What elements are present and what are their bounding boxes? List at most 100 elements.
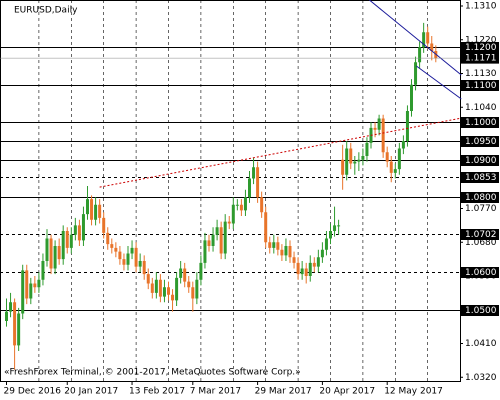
candle-body <box>223 221 227 254</box>
candle-body <box>292 257 296 263</box>
candle-body <box>94 204 98 220</box>
x-tick-label: 29 Dec 2016 <box>4 387 62 397</box>
candle-body <box>211 234 215 246</box>
candle-body <box>296 262 300 275</box>
candle-body <box>86 199 89 215</box>
candle-body <box>385 152 389 162</box>
level-label: 1.1200 <box>465 43 497 53</box>
candle-body <box>69 234 73 248</box>
y-tick-label: 1.0770 <box>465 204 497 214</box>
plot-frame <box>0 0 461 382</box>
candle-body <box>422 32 426 48</box>
candle-body <box>256 167 260 198</box>
candle-body <box>248 178 251 198</box>
candle-body <box>41 261 45 280</box>
candle-body <box>49 238 53 269</box>
y-tick-label: 1.1310 <box>465 2 497 12</box>
level-label: 1.0800 <box>465 193 497 203</box>
candle-body <box>349 148 353 164</box>
candle-body <box>134 247 138 267</box>
candle-body <box>90 199 94 220</box>
candle-body <box>235 204 239 206</box>
level-label: 1.0900 <box>465 156 497 166</box>
candle-body <box>329 231 332 239</box>
level-label-bg <box>461 155 499 166</box>
candle-body <box>426 32 430 44</box>
candle-body <box>320 249 324 258</box>
candle-body <box>167 287 170 295</box>
candle-body <box>207 240 211 246</box>
candle-body <box>401 141 405 149</box>
candle-body <box>333 225 337 231</box>
candle-body <box>150 283 154 293</box>
candle-body <box>37 279 41 288</box>
candle-body <box>81 214 85 241</box>
candle-body <box>231 204 235 224</box>
candle-body <box>142 261 146 275</box>
candle-body <box>405 111 409 141</box>
candle-body <box>191 287 195 299</box>
candle-body <box>316 257 320 267</box>
candle-body <box>9 302 13 312</box>
candle-body <box>345 148 349 175</box>
level-label: 1.0950 <box>465 137 497 147</box>
candle-body <box>284 246 288 256</box>
current-price-bg <box>461 52 499 64</box>
candle-body <box>25 270 29 299</box>
x-tick-label: 20 Jan 2017 <box>64 387 118 397</box>
candle-body <box>365 142 369 156</box>
candle-body <box>324 238 328 250</box>
candle-body <box>243 197 247 211</box>
candle-body <box>300 268 304 275</box>
candle-body <box>130 247 134 254</box>
candle-body <box>199 262 203 280</box>
candle-body <box>33 283 37 288</box>
candle-body <box>110 244 114 248</box>
candle-body <box>280 249 284 256</box>
candle-body <box>397 148 401 170</box>
level-label-bg <box>461 136 499 147</box>
candle-body <box>175 277 179 301</box>
candle-body <box>377 118 381 130</box>
level-label: 1.1100 <box>465 81 497 91</box>
level-label-bg <box>461 80 499 91</box>
current-price-label: 1.1171 <box>465 54 497 64</box>
candle-body <box>308 262 312 276</box>
candle-body <box>268 242 272 248</box>
candle-body <box>219 227 223 254</box>
x-tick-label: 13 Feb 2017 <box>129 387 185 397</box>
x-tick-label: 12 May 2017 <box>384 387 443 397</box>
candle-body <box>353 161 357 164</box>
level-label-bg <box>461 172 499 183</box>
candle-body <box>187 281 191 288</box>
candle-body <box>341 159 345 175</box>
level-label-bg <box>461 229 499 240</box>
level-label: 1.0600 <box>465 268 497 278</box>
candle-body <box>418 47 422 63</box>
candle-body <box>272 242 276 248</box>
candle-body <box>29 283 33 299</box>
candle-body <box>357 159 361 162</box>
level-label-bg <box>461 42 499 53</box>
y-tick-label: 1.0320 <box>465 373 497 383</box>
candle-body <box>126 253 130 265</box>
candle-body <box>252 167 256 179</box>
candle-body <box>17 313 21 346</box>
candle-body <box>5 311 8 321</box>
level-label-bg <box>461 117 499 128</box>
y-tick-label: 1.0680 <box>465 238 497 248</box>
chart-title: EURUSD,Daily <box>14 6 78 16</box>
x-tick-label: 29 Mar 2017 <box>255 387 312 397</box>
candle-body <box>203 240 207 263</box>
candle-body <box>98 204 102 218</box>
candle-body <box>122 259 126 265</box>
level-label-bg <box>461 267 499 278</box>
trendline <box>416 65 462 100</box>
candle-body <box>154 279 158 293</box>
candle-body <box>304 268 308 276</box>
y-tick-label: 1.1130 <box>465 69 497 79</box>
candle-body <box>138 261 142 267</box>
candle-body <box>171 294 175 301</box>
candle-body <box>183 268 187 282</box>
candle-body <box>102 217 106 233</box>
